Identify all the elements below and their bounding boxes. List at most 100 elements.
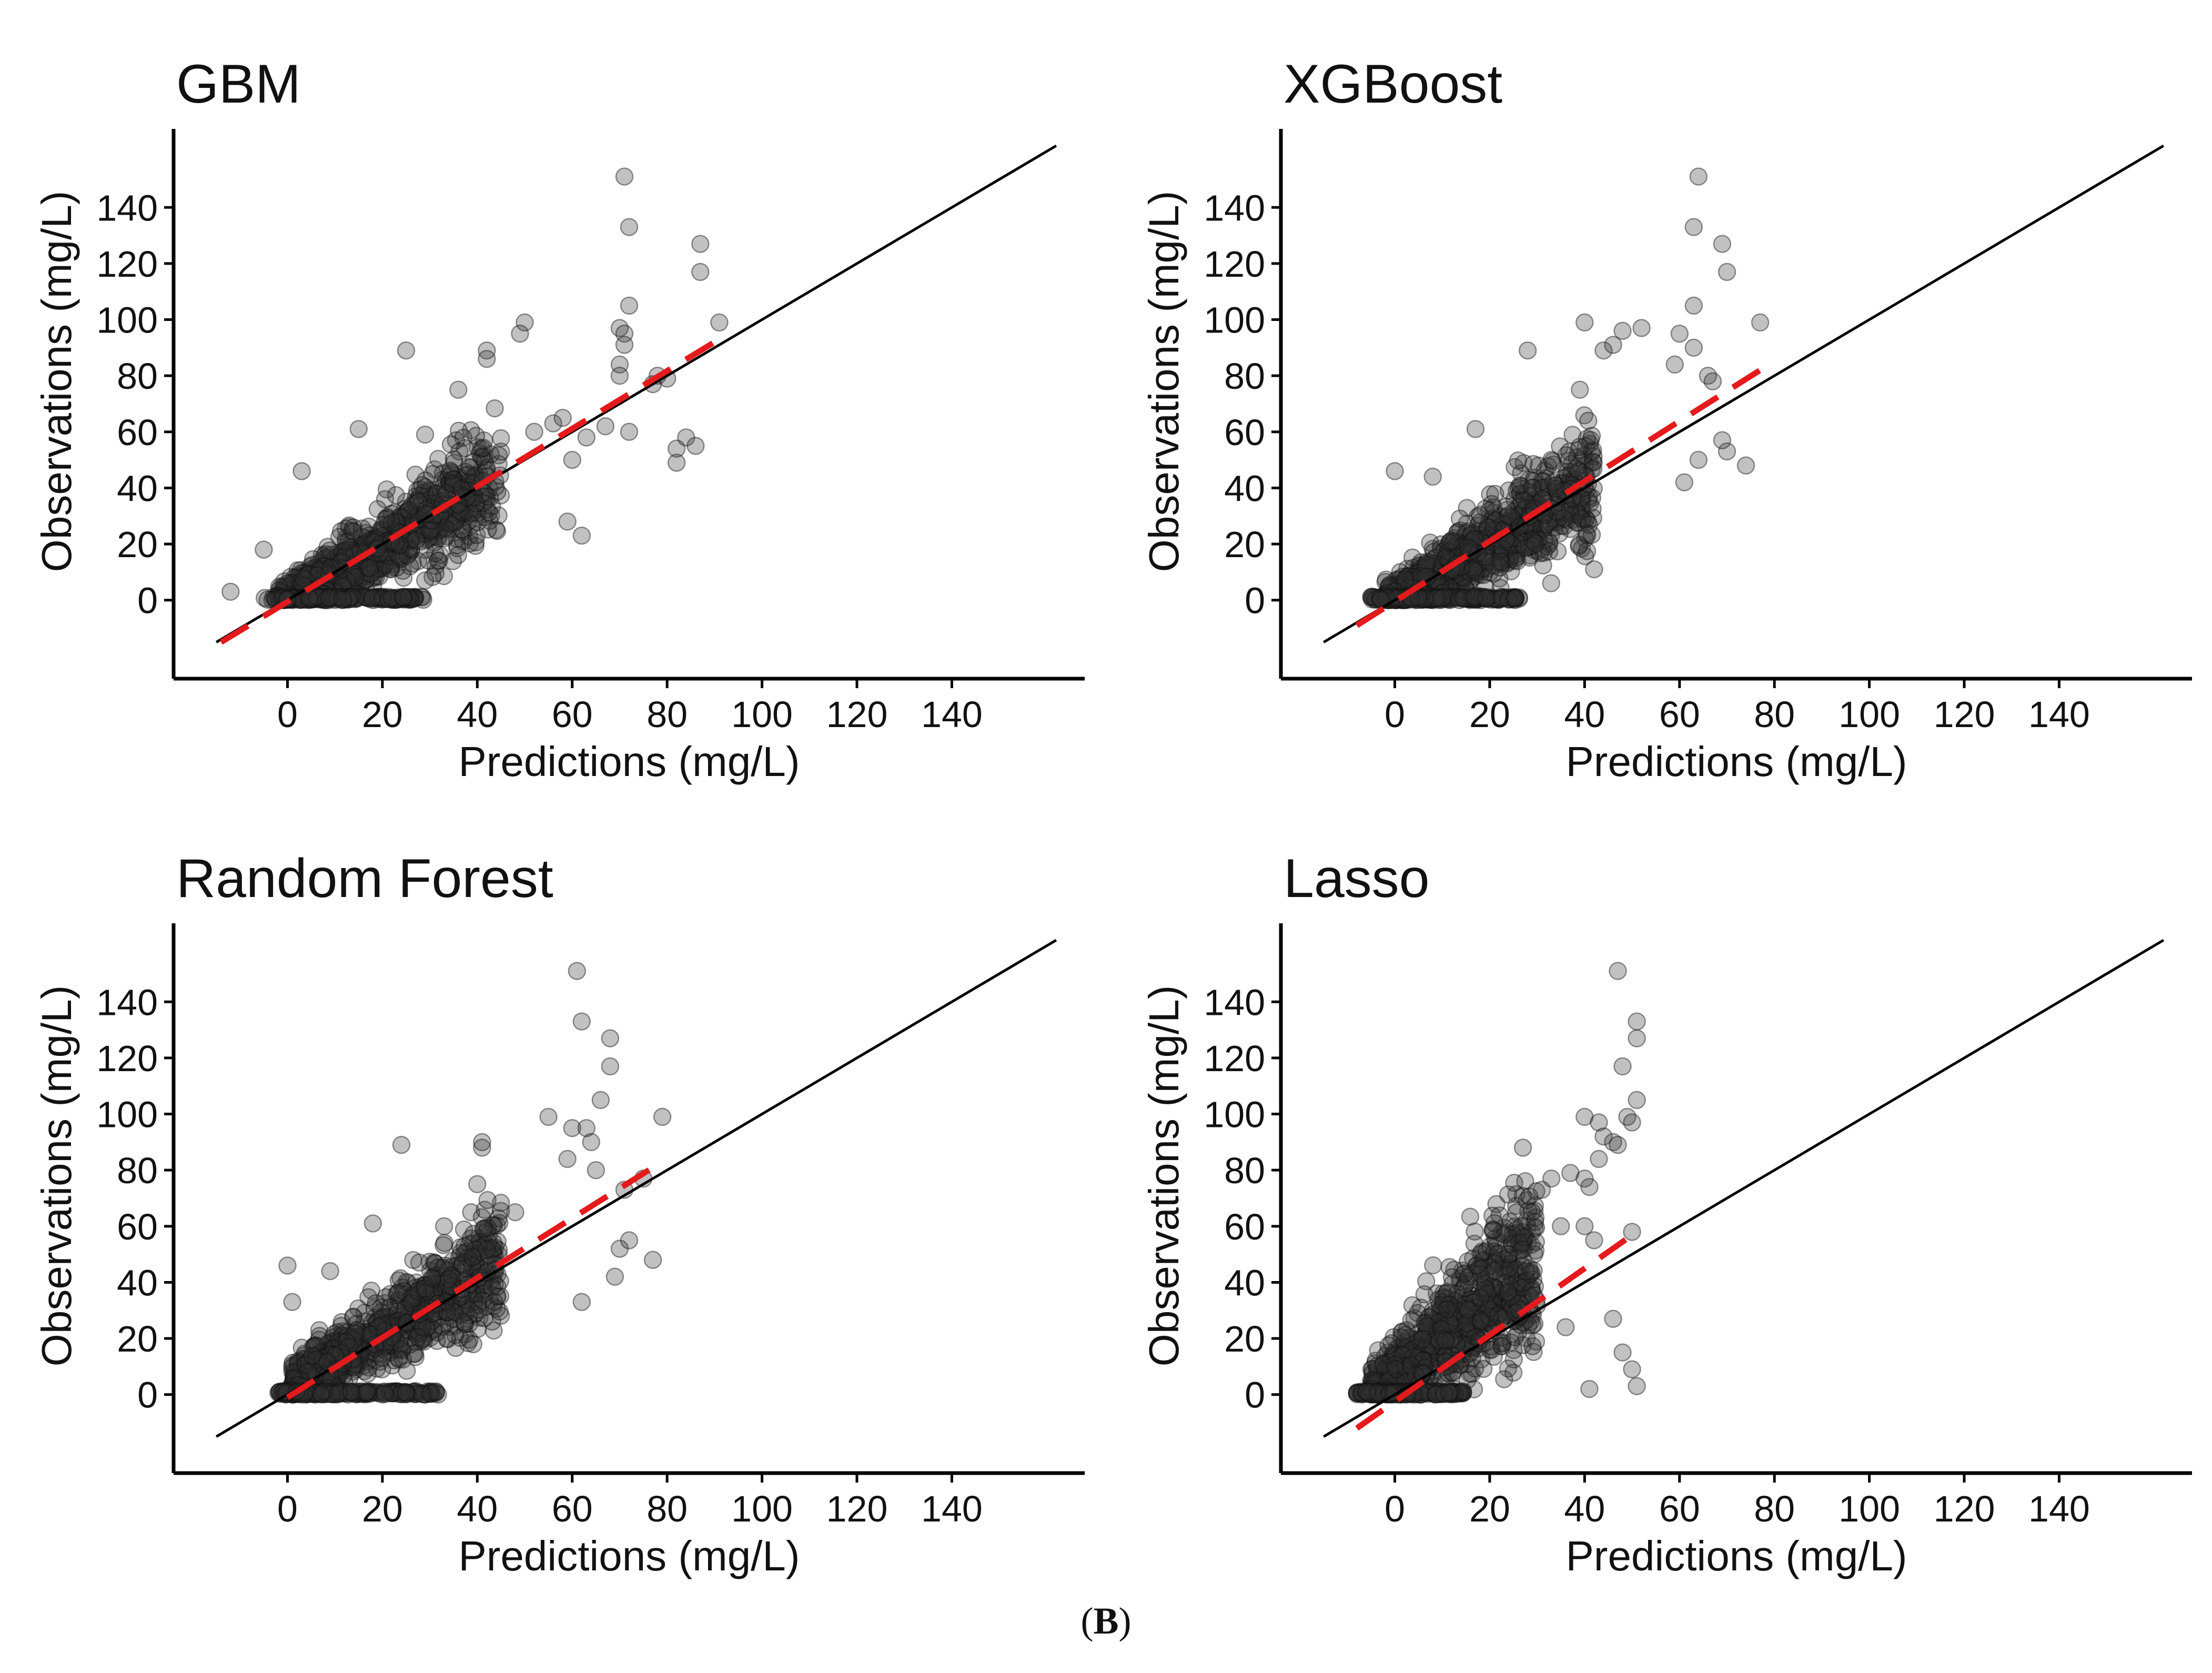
x-tick-label: 60 (1659, 694, 1700, 735)
data-point (447, 512, 466, 531)
data-point (437, 1329, 456, 1348)
panel-gbm: GBM Predictions (mg/L) Observations (mg/… (33, 54, 1085, 785)
y-tick-label: 80 (117, 356, 158, 397)
data-point (1532, 1181, 1551, 1199)
data-point (463, 1248, 482, 1266)
y-tick-label: 20 (1224, 524, 1265, 565)
data-point (381, 552, 399, 571)
data-point (1703, 372, 1722, 391)
data-point (458, 466, 477, 485)
x-axis-label: Predictions (mg/L) (458, 738, 800, 785)
data-point (1623, 1223, 1641, 1241)
x-tick-label: 80 (647, 1488, 688, 1529)
data-point (478, 349, 496, 368)
data-point (1665, 355, 1684, 374)
caption-open: ( (1080, 1600, 1094, 1642)
data-point (337, 545, 356, 563)
x-tick-label: 20 (1469, 694, 1510, 735)
panel-bg (174, 129, 1085, 679)
data-point (283, 1293, 301, 1312)
data-point (464, 1335, 483, 1354)
data-point (1474, 1359, 1493, 1378)
data-point (596, 417, 615, 436)
data-point (422, 1268, 441, 1287)
x-tick-label: 120 (826, 1488, 888, 1529)
data-point (474, 447, 493, 465)
x-tick-label: 100 (1839, 694, 1900, 735)
data-point (1579, 411, 1598, 430)
y-tick-label: 140 (1204, 187, 1265, 228)
x-tick-label: 20 (362, 1488, 403, 1529)
data-point (433, 464, 452, 482)
data-point (294, 569, 313, 588)
x-axis-label: Predictions (mg/L) (1565, 738, 1907, 785)
data-point (487, 520, 506, 539)
data-point (1542, 450, 1561, 469)
data-point (1499, 1245, 1518, 1264)
data-point (306, 561, 325, 580)
data-point (435, 1236, 453, 1254)
x-tick-label: 40 (457, 1488, 498, 1529)
data-point (282, 576, 300, 594)
data-point (394, 568, 413, 587)
data-point (352, 567, 371, 585)
y-tick-label: 60 (117, 1206, 158, 1247)
data-point (407, 531, 426, 550)
data-point (357, 580, 376, 599)
data-point (1689, 450, 1708, 469)
data-point (1550, 524, 1569, 543)
data-point (1689, 167, 1708, 186)
data-point (1551, 1217, 1570, 1236)
y-tick-label: 40 (117, 468, 158, 509)
data-point (405, 588, 423, 607)
data-point (1526, 1213, 1544, 1231)
x-tick-label: 20 (1469, 1488, 1510, 1529)
data-point (582, 1133, 601, 1152)
data-point (406, 1344, 425, 1363)
y-axis-label: Observations (mg/L) (33, 191, 80, 572)
x-tick-label: 0 (1385, 694, 1405, 735)
data-point (1415, 1314, 1434, 1333)
data-point (491, 486, 510, 505)
x-axis-label: Predictions (mg/L) (1565, 1533, 1907, 1579)
data-point (413, 1385, 432, 1404)
data-point (356, 533, 374, 552)
data-point (1544, 473, 1563, 492)
data-point (691, 235, 710, 253)
data-point (393, 588, 412, 606)
data-point (434, 478, 452, 497)
data-point (443, 552, 462, 570)
data-point (334, 571, 352, 590)
data-point (432, 518, 450, 537)
data-point (425, 527, 443, 546)
data-point (397, 492, 416, 511)
data-point (377, 480, 396, 499)
data-point (1580, 1177, 1599, 1196)
data-point (653, 1107, 672, 1126)
data-point (460, 534, 479, 553)
data-point (572, 526, 591, 545)
data-point (1590, 1150, 1608, 1168)
data-point (430, 551, 449, 570)
plot-area (215, 144, 1057, 645)
data-point (620, 218, 639, 236)
data-point (284, 575, 303, 593)
data-point (376, 1385, 394, 1403)
data-point (410, 524, 429, 543)
data-point (255, 540, 273, 559)
data-point (1713, 235, 1732, 253)
data-point (553, 408, 572, 427)
data-point (610, 366, 629, 385)
data-point (382, 558, 401, 577)
data-point (1571, 380, 1589, 399)
data-point (1623, 1113, 1641, 1132)
data-point (400, 539, 418, 558)
x-tick-label: 40 (457, 694, 498, 735)
x-tick-label: 140 (2028, 1488, 2090, 1529)
x-tick-label: 120 (1934, 1488, 1995, 1529)
y-tick-label: 40 (117, 1262, 158, 1303)
data-point (409, 1328, 427, 1346)
data-point (1632, 319, 1651, 337)
data-point (421, 528, 439, 547)
y-axis-label: Observations (mg/L) (33, 985, 80, 1367)
